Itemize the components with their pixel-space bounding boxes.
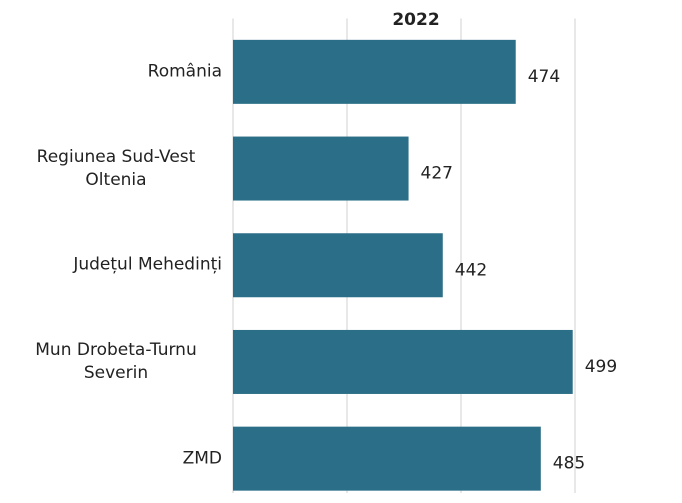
category-text: Mun Drobeta-Turnu Severin [35,339,197,383]
category-text: Regiunea Sud-Vest Oltenia [36,146,196,190]
category-label: România [10,60,222,83]
category-label: Mun Drobeta-Turnu Severin [10,339,222,385]
bar [233,136,409,201]
category-label: Județul Mehedinți [10,254,222,277]
category-text: ZMD [182,448,222,469]
bar [233,329,573,394]
value-label: 474 [528,67,560,87]
category-label: ZMD [10,447,222,470]
value-label: 427 [421,164,453,184]
bar [233,426,541,491]
bar [233,233,443,298]
value-label: 442 [455,260,487,280]
category-text: Județul Mehedinți [73,254,222,275]
category-label: Regiunea Sud-Vest Oltenia [10,146,222,192]
value-label: 499 [585,357,617,377]
value-label: 485 [553,454,585,474]
category-text: România [147,61,222,82]
chart-title: 2022 [392,10,439,30]
bar [233,39,516,104]
